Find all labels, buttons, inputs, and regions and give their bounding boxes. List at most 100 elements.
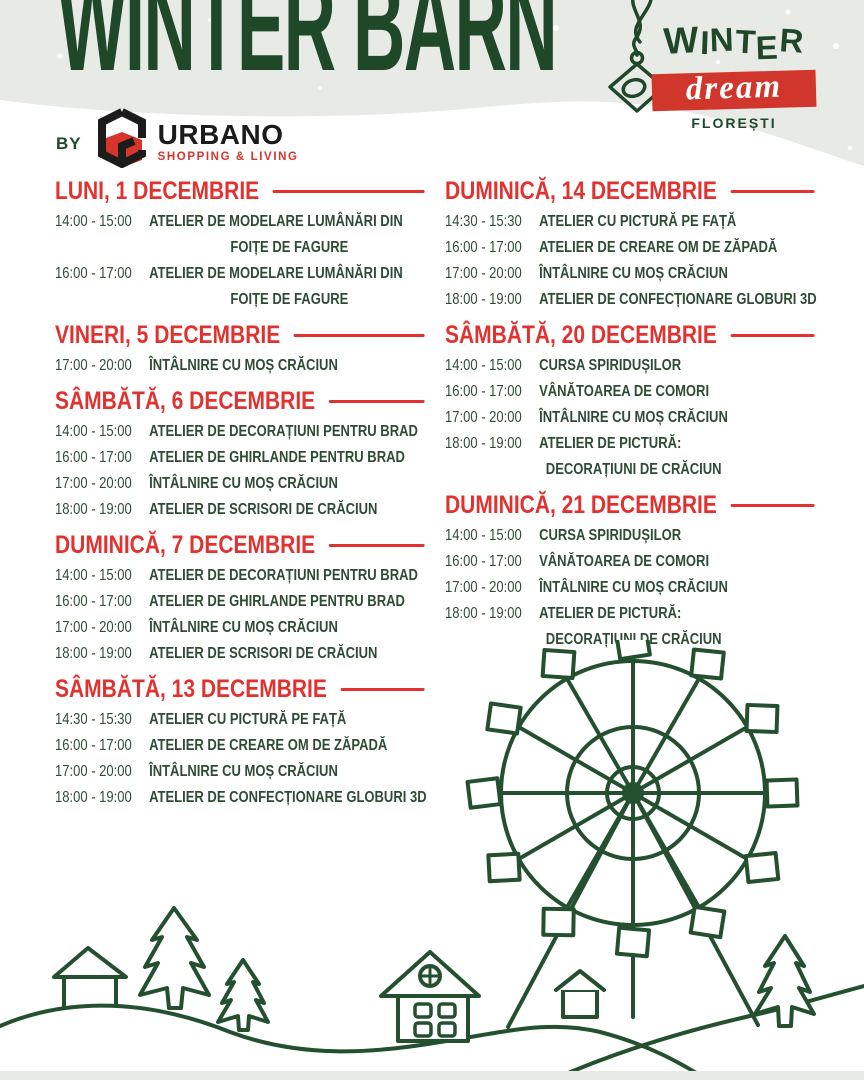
- activity-line: ATELIER DE GHIRLANDE PENTRU BRAD: [149, 593, 405, 610]
- event-time: 16:00 - 17:00: [445, 553, 522, 570]
- activity-line: FOIȚE DE FAGURE: [230, 291, 349, 308]
- event-activity: ATELIER DE PICTURĂ: DECORAȚIUNI DE CRĂCIU…: [539, 431, 820, 483]
- event-activity: CURSA SPIRIDUȘILOR: [539, 353, 820, 379]
- gondola: [744, 702, 780, 735]
- event-activity: ATELIER DE MODELARE LUMÂNĂRI DIN FOIȚE DE…: [149, 261, 430, 313]
- event-time: 18:00 - 19:00: [445, 435, 522, 452]
- activity-line: ÎNTÂLNIRE CU MOȘ CRĂCIUN: [149, 619, 338, 636]
- ornament-icon: [608, 0, 666, 113]
- hills-outline: [0, 984, 864, 1080]
- ferris-wheel-icon: [465, 640, 800, 1029]
- activity-line: CURSA SPIRIDUȘILOR: [539, 527, 682, 544]
- event-row: 18:00 - 19:00 ATELIER DE SCRISORI DE CRĂC…: [55, 497, 430, 523]
- event-row: 17:00 - 20:00 ÎNTÂLNIRE CU MOȘ CRĂCIUN: [55, 615, 430, 641]
- section-date: DUMINICĂ, 14 DECEMBRIE: [445, 177, 717, 205]
- activity-line: ATELIER DE GHIRLANDE PENTRU BRAD: [149, 449, 405, 466]
- event-time: 16:00 - 17:00: [55, 593, 132, 610]
- activity-line: ATELIER DE CONFECȚIONARE GLOBURI 3D: [539, 291, 817, 308]
- event-activity: ATELIER DE CONFECȚIONARE GLOBURI 3D: [539, 287, 820, 313]
- pine-tree-small-icon: [216, 958, 270, 1032]
- activity-line: ÎNTÂLNIRE CU MOȘ CRĂCIUN: [539, 579, 728, 596]
- by-label: BY: [56, 134, 82, 153]
- gondola: [540, 647, 577, 681]
- winter-scene-illustration: [0, 640, 864, 1080]
- schedule-section: SÂMBĂTĂ, 13 DECEMBRIE 14:30 - 15:30 ATELIE…: [55, 676, 430, 811]
- gondola: [689, 647, 726, 681]
- event-row: 14:00 - 15:00 ATELIER DE DECORAȚIUNI PENT…: [55, 419, 430, 445]
- snow-dots: [57, 9, 853, 151]
- schedule-column-right: DUMINICĂ, 14 DECEMBRIE 14:30 - 15:30 ATELI…: [445, 178, 820, 653]
- event-row: 14:00 - 15:00 ATELIER DE DECORAȚIUNI PENT…: [55, 563, 430, 589]
- event-time: 17:00 - 20:00: [55, 619, 132, 636]
- activity-line: ÎNTÂLNIRE CU MOȘ CRĂCIUN: [149, 763, 338, 780]
- section-heading: VINERI, 5 DECEMBRIE: [55, 322, 430, 348]
- event-activity: ÎNTÂLNIRE CU MOȘ CRĂCIUN: [149, 615, 430, 641]
- activity-line: FOIȚE DE FAGURE: [230, 239, 349, 256]
- urbano-wordmark: URBANO SHOPPING & LIVING: [157, 119, 299, 164]
- event-activity: ATELIER CU PICTURĂ PE FAȚĂ: [539, 209, 820, 235]
- activity-line: ATELIER DE CREARE OM DE ZĂPADĂ: [149, 737, 388, 754]
- event-activity: ATELIER DE GHIRLANDE PENTRU BRAD: [149, 589, 430, 615]
- event-time: 16:00 - 17:00: [445, 383, 522, 400]
- urbano-name: URBANO: [157, 119, 284, 150]
- heading-rule: [328, 399, 425, 403]
- event-row: 16:00 - 17:00 ATELIER DE MODELARE LUMÂNĂR…: [55, 261, 430, 313]
- schedule-section: DUMINICĂ, 7 DECEMBRIE 14:00 - 15:00 ATELIE…: [55, 532, 430, 667]
- event-row: 14:30 - 15:30 ATELIER CU PICTURĂ PE FAȚĂ: [445, 209, 820, 235]
- activity-line: ATELIER DE SCRISORI DE CRĂCIUN: [149, 645, 378, 662]
- activity-line: DECORAȚIUNI DE CRĂCIUN: [545, 461, 722, 478]
- gondola: [614, 640, 652, 662]
- gondola: [485, 701, 523, 736]
- activity-line: ATELIER DE PICTURĂ:: [539, 605, 682, 622]
- event-row: 18:00 - 19:00 ATELIER DE CONFECȚIONARE GL…: [55, 785, 430, 811]
- event-row: 17:00 - 20:00 ÎNTÂLNIRE CU MOȘ CRĂCIUN: [445, 261, 820, 287]
- event-row: 14:00 - 15:00 CURSA SPIRIDUȘILOR: [445, 523, 820, 549]
- activity-line: VÂNĂTOAREA DE COMORI: [539, 383, 710, 400]
- event-activity: ÎNTÂLNIRE CU MOȘ CRĂCIUN: [539, 405, 820, 431]
- event-activity: ATELIER DE CREARE OM DE ZĂPADĂ: [539, 235, 820, 261]
- activity-line: ATELIER DE DECORAȚIUNI PENTRU BRAD: [149, 567, 418, 584]
- event-time: 18:00 - 19:00: [55, 789, 132, 806]
- event-time: 16:00 - 17:00: [55, 265, 132, 282]
- event-row: 16:00 - 17:00 ATELIER DE GHIRLANDE PENTRU…: [55, 589, 430, 615]
- section-heading: DUMINICĂ, 7 DECEMBRIE: [55, 532, 430, 558]
- activity-line: ATELIER DE CREARE OM DE ZĂPADĂ: [539, 239, 778, 256]
- activity-line: ATELIER DE DECORAȚIUNI PENTRU BRAD: [149, 423, 418, 440]
- section-heading: SÂMBĂTĂ, 6 DECEMBRIE: [55, 388, 430, 414]
- event-activity: ATELIER DE SCRISORI DE CRĂCIUN: [149, 641, 430, 667]
- event-time: 16:00 - 17:00: [55, 449, 132, 466]
- activity-line: ÎNTÂLNIRE CU MOȘ CRĂCIUN: [149, 357, 338, 374]
- event-row: 17:00 - 20:00 ÎNTÂLNIRE CU MOȘ CRĂCIUN: [55, 353, 430, 379]
- section-heading: DUMINICĂ, 21 DECEMBRIE: [445, 492, 820, 518]
- section-date: LUNI, 1 DECEMBRIE: [55, 177, 260, 205]
- event-time: 14:30 - 15:30: [445, 213, 522, 230]
- event-time: 14:00 - 15:00: [445, 527, 522, 544]
- urbano-tagline: SHOPPING & LIVING: [157, 151, 299, 163]
- heading-rule: [730, 503, 815, 507]
- header-background: [0, 0, 864, 166]
- bottom-strip: [0, 1071, 864, 1080]
- schedule-section: DUMINICĂ, 14 DECEMBRIE 14:30 - 15:30 ATELI…: [445, 178, 820, 313]
- event-activity: ATELIER DE CONFECȚIONARE GLOBURI 3D: [149, 785, 430, 811]
- event-row: 16:00 - 17:00 ATELIER DE CREARE OM DE ZĂP…: [445, 235, 820, 261]
- event-activity: ATELIER DE DECORAȚIUNI PENTRU BRAD: [149, 563, 430, 589]
- gondola: [688, 904, 727, 940]
- section-heading: SÂMBĂTĂ, 20 DECEMBRIE: [445, 322, 820, 348]
- heading-rule: [730, 189, 815, 193]
- activity-line: ATELIER DE MODELARE LUMÂNĂRI DIN: [149, 265, 403, 282]
- schedule-section: SÂMBĂTĂ, 20 DECEMBRIE 14:00 - 15:00 CURSA …: [445, 322, 820, 483]
- house-icon: [379, 950, 481, 1043]
- event-time: 17:00 - 20:00: [55, 357, 132, 374]
- event-activity: ATELIER DE CREARE OM DE ZĂPADĂ: [149, 733, 430, 759]
- event-row: 16:00 - 17:00 ATELIER DE CREARE OM DE ZĂP…: [55, 733, 430, 759]
- event-time: 16:00 - 17:00: [55, 737, 132, 754]
- event-time: 14:00 - 15:00: [55, 423, 132, 440]
- event-logo-letter: W: [662, 19, 701, 62]
- schedule-column-left: LUNI, 1 DECEMBRIE 14:00 - 15:00 ATELIER DE…: [55, 178, 430, 811]
- heading-rule: [340, 687, 425, 691]
- activity-line: ÎNTÂLNIRE CU MOȘ CRĂCIUN: [539, 265, 728, 282]
- event-row: 14:00 - 15:00 CURSA SPIRIDUȘILOR: [445, 353, 820, 379]
- activity-line: ATELIER DE MODELARE LUMÂNĂRI DIN: [149, 213, 403, 230]
- event-activity: ATELIER DE GHIRLANDE PENTRU BRAD: [149, 445, 430, 471]
